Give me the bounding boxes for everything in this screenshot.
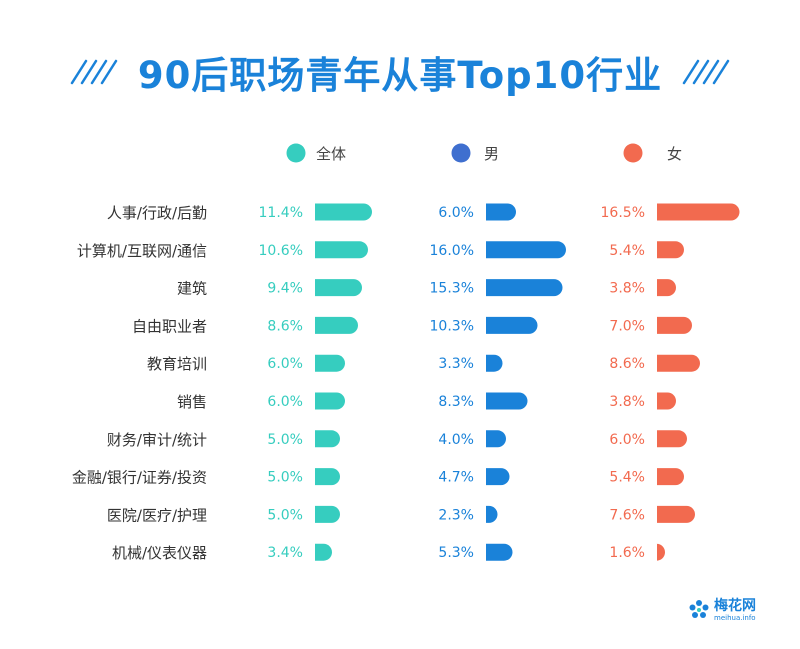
chart-title: 90后职场青年从事Top10行业 (137, 54, 663, 97)
category-label: 金融/银行/证券/投资 (72, 469, 207, 487)
value-label-female: 7.0% (609, 318, 645, 334)
value-label-all: 11.4% (259, 205, 303, 221)
value-label-all: 3.4% (267, 545, 303, 561)
legend-label-all: 全体 (316, 145, 346, 163)
bar-all (315, 543, 332, 561)
slash-decoration-icon (70, 59, 118, 85)
category-label: 机械/仪表仪器 (112, 544, 207, 562)
bar-all (315, 241, 368, 259)
category-label: 建筑 (177, 280, 207, 298)
value-label-male: 6.0% (438, 205, 474, 221)
category-label: 教育培训 (147, 355, 207, 373)
bar-female (656, 543, 666, 561)
bar-male (486, 203, 516, 221)
value-label-female: 7.6% (609, 507, 645, 523)
category-label: 财务/审计/统计 (107, 431, 207, 449)
value-label-all: 10.6% (259, 243, 303, 259)
bar-female (657, 505, 696, 523)
bar-male (486, 279, 563, 297)
category-label: 医院/医疗/护理 (107, 506, 207, 524)
value-label-female: 16.5% (601, 205, 645, 221)
value-label-female: 5.4% (609, 470, 645, 486)
value-label-all: 5.0% (267, 432, 303, 448)
bar-all (315, 316, 359, 334)
logo-url: meihua.info (714, 613, 756, 622)
value-label-female: 5.4% (609, 243, 645, 259)
category-label: 人事/行政/后勤 (107, 204, 207, 222)
bar-all (315, 203, 372, 221)
bar-all (315, 505, 341, 523)
value-label-male: 8.3% (438, 394, 474, 410)
bar-female (657, 203, 740, 221)
bar-all (315, 354, 345, 372)
value-label-male: 2.3% (438, 507, 474, 523)
bar-male (486, 392, 528, 410)
bar-male (486, 354, 503, 372)
legend-label-female: 女 (667, 145, 682, 163)
bar-female (657, 468, 684, 486)
title-row: 90后职场青年从事Top10行业 (0, 42, 800, 102)
value-label-female: 6.0% (609, 432, 645, 448)
bar-female (657, 279, 676, 297)
value-label-male: 4.7% (438, 470, 474, 486)
bar-female (657, 392, 676, 410)
flower-logo-icon (689, 600, 709, 618)
bar-all (315, 279, 362, 297)
category-label: 销售 (177, 393, 207, 411)
value-label-female: 1.6% (609, 545, 645, 561)
value-label-male: 16.0% (430, 243, 474, 259)
value-label-female: 3.8% (609, 394, 645, 410)
value-label-male: 3.3% (438, 356, 474, 372)
legend-dot-female (623, 143, 643, 163)
bar-all (315, 392, 345, 410)
value-label-male: 4.0% (438, 432, 474, 448)
legend-dot-all (286, 143, 306, 163)
bar-female (657, 241, 684, 259)
bar-all (315, 430, 340, 448)
legend-dot-male (451, 143, 471, 163)
value-label-all: 6.0% (267, 356, 303, 372)
bar-male (486, 505, 498, 523)
value-label-male: 5.3% (438, 545, 474, 561)
legend-label-male: 男 (484, 145, 499, 163)
bar-male (486, 543, 513, 561)
value-label-male: 10.3% (430, 318, 474, 334)
value-label-all: 5.0% (267, 507, 303, 523)
value-label-all: 8.6% (267, 318, 303, 334)
bar-female (657, 316, 692, 334)
slash-decoration-icon (682, 59, 730, 85)
value-label-all: 6.0% (267, 394, 303, 410)
bar-male (486, 316, 538, 334)
bar-male (486, 468, 510, 486)
bar-female (657, 430, 687, 448)
value-label-female: 8.6% (609, 356, 645, 372)
bar-female (657, 354, 700, 372)
value-label-male: 15.3% (430, 281, 474, 297)
bar-all (315, 468, 340, 486)
brand-logo: 梅花网 meihua.info (688, 596, 778, 624)
category-label: 计算机/互联网/通信 (77, 242, 207, 260)
value-label-all: 9.4% (267, 281, 303, 297)
value-label-all: 5.0% (267, 470, 303, 486)
value-label-female: 3.8% (609, 281, 645, 297)
bar-male (486, 241, 566, 259)
bar-male (486, 430, 506, 448)
category-label: 自由职业者 (132, 317, 207, 335)
logo-name: 梅花网 (714, 597, 756, 614)
